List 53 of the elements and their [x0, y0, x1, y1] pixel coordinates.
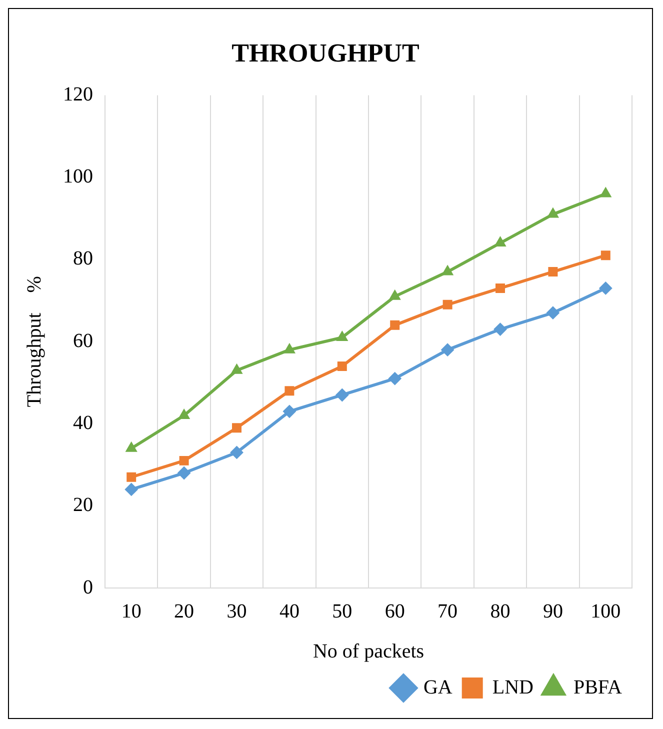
point	[282, 404, 296, 418]
point	[600, 187, 612, 198]
point	[178, 466, 191, 480]
point	[124, 482, 138, 496]
legend-label: PBFA	[573, 676, 623, 698]
point	[496, 283, 505, 293]
point	[231, 364, 242, 374]
y-tick-label: 80	[73, 248, 93, 270]
x-tick-label: 70	[438, 600, 458, 622]
point	[599, 282, 612, 295]
y-tick-label: 60	[73, 330, 93, 352]
y-tick-label: 120	[63, 83, 93, 106]
point	[389, 290, 401, 300]
y-tick-label: 100	[63, 166, 93, 188]
chart-title: THROUGHPUT	[232, 38, 420, 68]
point	[390, 320, 400, 330]
x-tick-label: 10	[121, 600, 142, 622]
x-tick-label: 100	[590, 600, 621, 622]
point	[284, 343, 296, 354]
x-tick-label: 40	[279, 600, 300, 622]
y-tick-label: 0	[83, 576, 93, 598]
x-tick-label: 90	[542, 600, 563, 622]
point	[284, 386, 294, 396]
point	[494, 236, 506, 247]
point	[441, 343, 454, 356]
point	[388, 372, 402, 386]
point	[336, 388, 349, 402]
point	[337, 362, 347, 371]
point	[600, 250, 610, 260]
x-tick-label: 30	[226, 600, 247, 622]
x-tick-label: 60	[384, 600, 405, 622]
x-tick-label: 20	[174, 600, 194, 622]
point	[179, 456, 189, 466]
point	[126, 472, 136, 482]
point	[442, 265, 454, 276]
point	[546, 306, 560, 320]
point	[232, 423, 242, 433]
point	[442, 300, 452, 310]
point	[336, 330, 348, 341]
x-tick-label: 50	[332, 600, 352, 622]
x-axis-title: No of packets	[312, 640, 424, 662]
y-tick-label: 40	[73, 412, 93, 434]
point	[230, 446, 244, 459]
point	[548, 267, 558, 277]
y-axis-title: Throughput %	[23, 276, 46, 408]
y-tick-label: 20	[73, 494, 93, 516]
point	[494, 322, 507, 336]
point	[178, 409, 190, 420]
point	[126, 442, 138, 452]
legend-label: GA	[423, 676, 453, 698]
x-tick-label: 80	[490, 600, 510, 622]
point	[547, 208, 559, 218]
legend-label: LND	[492, 676, 534, 698]
